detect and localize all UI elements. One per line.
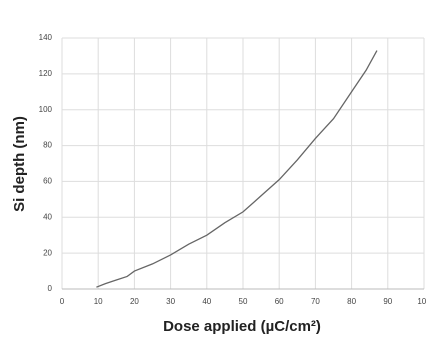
x-tick-label: 30 xyxy=(166,297,175,306)
y-tick-label: 60 xyxy=(43,177,52,186)
y-tick-label: 140 xyxy=(39,33,53,42)
y-tick-label: 40 xyxy=(43,212,52,221)
x-axis-title: Dose applied (µC/cm²) xyxy=(163,318,321,335)
x-tick-label: 60 xyxy=(275,297,284,306)
y-axis-title: Si depth (nm) xyxy=(11,116,28,212)
y-tick-label: 100 xyxy=(39,105,53,114)
x-tick-label: 0 xyxy=(60,297,65,306)
x-tick-label: 90 xyxy=(383,297,392,306)
x-tick-label: 40 xyxy=(202,297,211,306)
y-tick-label: 0 xyxy=(48,284,53,293)
x-tick-label: 80 xyxy=(347,297,356,306)
x-tick-label: 20 xyxy=(130,297,139,306)
x-tick-label: 10 xyxy=(94,297,103,306)
data-line xyxy=(96,50,378,288)
x-tick-label: 100 xyxy=(417,297,426,306)
x-tick-label: 70 xyxy=(311,297,320,306)
x-tick-label: 50 xyxy=(239,297,248,306)
y-tick-label: 120 xyxy=(39,69,53,78)
y-tick-label: 80 xyxy=(43,141,52,150)
y-tick-label: 20 xyxy=(43,248,52,257)
